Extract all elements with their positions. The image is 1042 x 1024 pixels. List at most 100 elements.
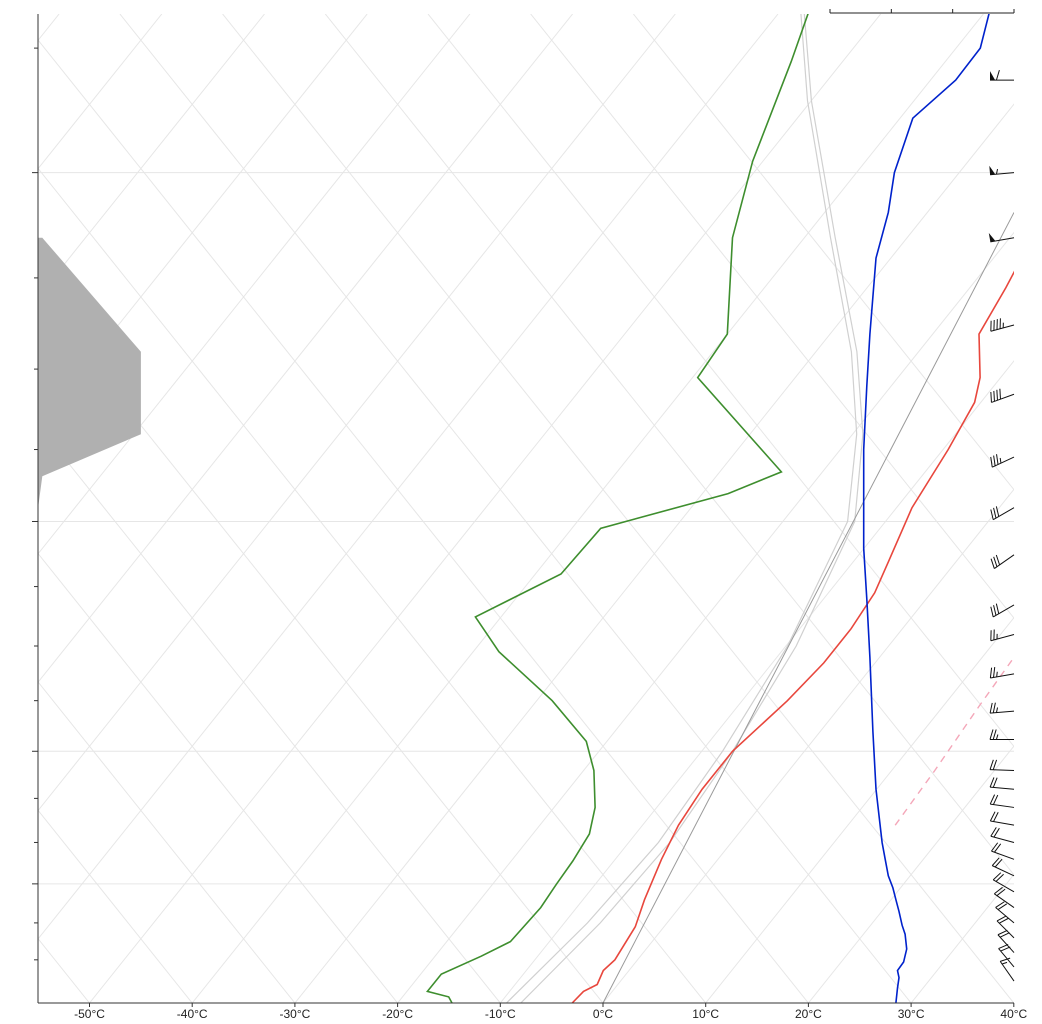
isotherm-line <box>602 488 1014 1003</box>
dewpoint-line <box>426 14 809 1003</box>
barb-feather <box>993 605 997 616</box>
speed-axis <box>829 9 1015 14</box>
barb-feather <box>993 455 996 466</box>
barb-feather <box>997 929 1008 936</box>
isotherm-line <box>397 231 1014 1003</box>
barb-feather <box>990 558 995 569</box>
x-tick-label: 40°C <box>1000 1007 1027 1021</box>
isotherm-line <box>910 873 1014 1003</box>
wind-barb <box>990 603 1015 618</box>
barb-feather <box>993 390 995 402</box>
barb-flag <box>988 233 996 242</box>
barb-half-feather <box>995 168 999 175</box>
barb-shaft <box>998 948 1015 968</box>
isotherm-line <box>38 14 471 555</box>
isotherm-line <box>191 14 984 1003</box>
barb-feather <box>996 454 999 465</box>
shaded-area <box>38 237 141 508</box>
barb-feather <box>999 388 1001 400</box>
barb-feather <box>995 506 1000 517</box>
barb-flag <box>990 71 996 81</box>
barb-feather <box>989 811 996 822</box>
guide-curve-2 <box>506 14 858 1003</box>
x-tick-label: -50°C <box>74 1007 105 1021</box>
barb-feather <box>990 509 994 520</box>
wind-barb <box>999 957 1015 982</box>
barb-feather <box>993 812 999 822</box>
wind-barb <box>996 915 1015 939</box>
barb-shaft <box>994 554 1015 569</box>
wind-barb <box>990 827 1015 843</box>
wind-barb <box>990 69 1014 81</box>
barb-shaft <box>997 934 1015 953</box>
barb-feather <box>1000 957 1011 962</box>
wind-barb <box>988 233 1015 243</box>
counter-isotherm-line <box>633 14 1014 491</box>
barb-shaft <box>990 710 1015 714</box>
x-tick-label: 10°C <box>692 1007 719 1021</box>
counter-isotherm-line <box>427 14 1014 748</box>
barb-feather <box>994 858 1003 868</box>
barb-feather <box>993 827 1000 838</box>
isotherm-line <box>38 14 60 42</box>
barb-feather <box>992 794 999 805</box>
x-tick-label: 30°C <box>898 1007 925 1021</box>
barb-shaft <box>990 803 1015 808</box>
barb-feather <box>996 888 1006 897</box>
counter-isotherm-line <box>119 14 912 1003</box>
counter-isotherm-line <box>324 14 1014 876</box>
barb-feather <box>989 702 993 714</box>
counter-isotherm-line <box>38 681 296 1003</box>
barb-feather <box>995 603 1000 614</box>
barb-shaft <box>992 604 1015 618</box>
barb-shaft <box>992 865 1015 877</box>
barb-feather <box>992 872 1002 881</box>
isotherm-line <box>808 745 1014 1003</box>
wind-barb <box>990 454 1015 468</box>
wind-barb <box>990 506 1015 521</box>
wind-barb <box>990 554 1015 569</box>
barb-half-feather <box>995 734 999 740</box>
barb-feather <box>989 794 996 805</box>
counter-isotherm-line <box>530 14 1014 619</box>
barb-flag <box>989 165 996 175</box>
barb-half-feather <box>1001 961 1008 965</box>
wind-barb <box>991 842 1015 860</box>
barb-shaft <box>996 920 1015 939</box>
wind-barb <box>989 794 1015 808</box>
wind-barb <box>991 857 1015 877</box>
x-tick-label: -30°C <box>279 1007 310 1021</box>
isotherm-line <box>89 14 882 1003</box>
barb-feather <box>999 932 1010 938</box>
x-tick-label: -40°C <box>177 1007 208 1021</box>
isotherm-line <box>38 14 573 684</box>
barb-feather <box>989 729 994 740</box>
counter-isotherm-line <box>38 39 809 1003</box>
speed-profile-line <box>862 14 990 1003</box>
isotherm-line <box>38 14 676 812</box>
guide-lines <box>506 14 1014 1003</box>
wind-barb <box>989 729 1014 740</box>
counter-isotherm-line <box>38 295 604 1003</box>
wind-barb <box>989 759 1015 772</box>
isotherm-line <box>38 14 779 940</box>
axes: -50°C -40°C -30°C -20°C -10°C 0°C 10°C 20°C 30°C… <box>32 14 1028 1021</box>
isotherm-line <box>38 14 368 427</box>
barb-shaft <box>990 324 1015 332</box>
barb-feather <box>996 915 1007 922</box>
isotherm-line <box>499 360 1014 1003</box>
wind-barb <box>992 872 1015 893</box>
barb-half-feather <box>999 457 1002 464</box>
barb-shaft <box>994 893 1015 908</box>
barb-shaft <box>991 850 1015 860</box>
barb-shaft <box>992 507 1015 521</box>
wind-barb <box>990 629 1015 642</box>
barb-feather <box>993 556 998 567</box>
wind-barb <box>990 388 1015 403</box>
virtual_temp-line <box>894 656 1014 826</box>
barb-feather <box>990 391 992 403</box>
isotherm-line <box>1013 1001 1014 1003</box>
counter-isotherm-line <box>38 167 707 1003</box>
barb-feather <box>992 702 996 714</box>
barb-feather <box>990 456 993 468</box>
